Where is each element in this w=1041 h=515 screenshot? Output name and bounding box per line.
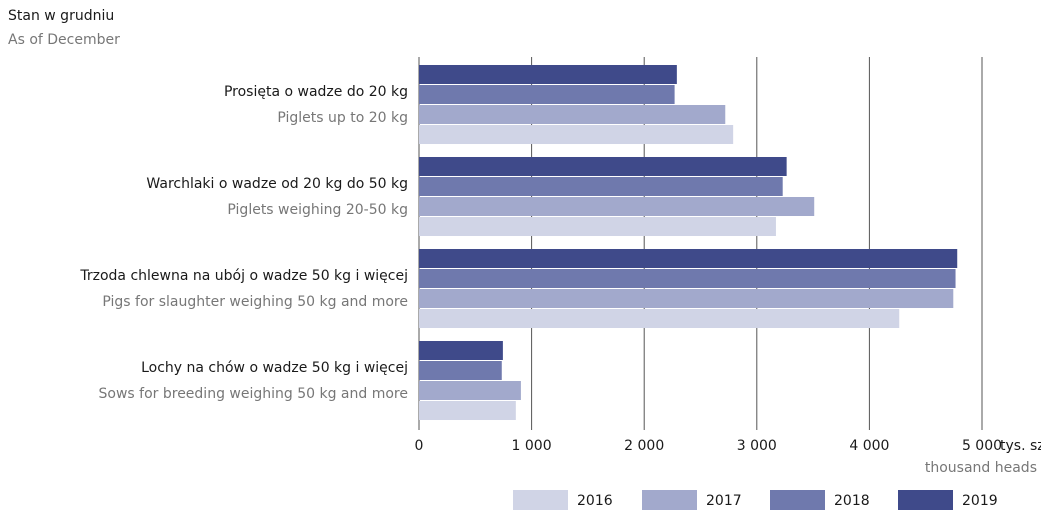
category-label-en: Pigs for slaughter weighing 50 kg and mo… (102, 294, 408, 310)
bar (419, 381, 521, 400)
category-label-en: Piglets up to 20 kg (277, 110, 408, 126)
category-label: Prosięta o wadze do 20 kg (224, 84, 408, 100)
bar (419, 249, 958, 268)
chart-title: Stan w grudniu (8, 8, 114, 24)
bar (419, 217, 776, 236)
bar (419, 361, 502, 380)
x-tick-label: 5 000 (962, 438, 1002, 454)
chart-subtitle: As of December (8, 32, 120, 48)
x-tick-label: 4 000 (849, 438, 889, 454)
bar (419, 65, 677, 84)
legend-label: 2016 (577, 493, 613, 509)
bar (419, 309, 900, 328)
bar (419, 401, 516, 420)
x-tick-label: 2 000 (624, 438, 664, 454)
bar (419, 289, 954, 308)
category-label: Warchlaki o wadze od 20 kg do 50 kg (146, 176, 408, 192)
category-label-en: Piglets weighing 20-50 kg (227, 202, 408, 218)
bar (419, 85, 675, 104)
x-tick-label: 3 000 (737, 438, 777, 454)
bar (419, 177, 783, 196)
legend-swatch (770, 490, 825, 510)
bar (419, 341, 503, 360)
category-label-en: Sows for breeding weighing 50 kg and mor… (99, 386, 408, 402)
legend-label: 2019 (962, 493, 998, 509)
legend-swatch (642, 490, 697, 510)
x-tick-label: 1 000 (512, 438, 552, 454)
legend-label: 2017 (706, 493, 742, 509)
bar (419, 105, 726, 124)
category-label: Lochy na chów o wadze 50 kg i więcej (141, 360, 408, 376)
category-label: Trzoda chlewna na ubój o wadze 50 kg i w… (79, 268, 408, 284)
x-tick-label: 0 (415, 438, 424, 454)
bar (419, 269, 956, 288)
bar (419, 197, 815, 216)
legend-swatch (513, 490, 568, 510)
bar (419, 157, 787, 176)
legend-label: 2018 (834, 493, 870, 509)
x-axis-label: tys. szt. (1000, 438, 1041, 454)
bar (419, 125, 734, 144)
legend-swatch (898, 490, 953, 510)
x-axis-label-en: thousand heads (925, 460, 1037, 476)
